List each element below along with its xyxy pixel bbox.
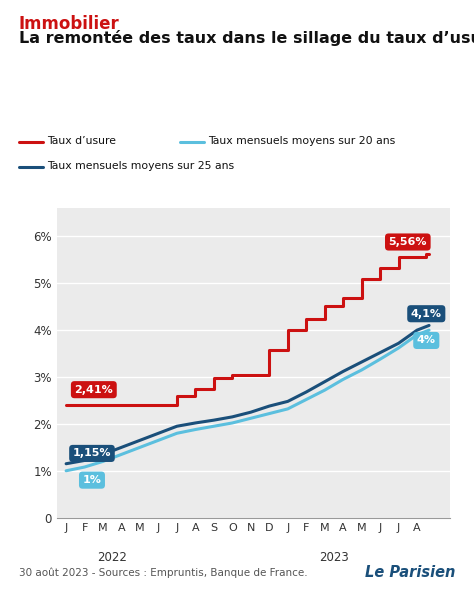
Text: Taux d’usure: Taux d’usure	[47, 136, 117, 146]
Text: 2022: 2022	[97, 552, 127, 565]
Text: Taux mensuels moyens sur 20 ans: Taux mensuels moyens sur 20 ans	[209, 136, 396, 146]
Text: Immobilier: Immobilier	[19, 15, 120, 33]
Text: 4%: 4%	[417, 336, 436, 346]
Text: La remontée des taux dans le sillage du taux d’usure: La remontée des taux dans le sillage du …	[19, 30, 474, 46]
Text: Le Parisien: Le Parisien	[365, 565, 455, 580]
Text: Taux mensuels moyens sur 25 ans: Taux mensuels moyens sur 25 ans	[47, 161, 235, 171]
Text: 1,15%: 1,15%	[73, 449, 111, 458]
Text: 5,56%: 5,56%	[389, 237, 427, 247]
Text: 4,1%: 4,1%	[411, 309, 442, 319]
Text: 2,41%: 2,41%	[74, 385, 113, 394]
Text: 2023: 2023	[319, 552, 349, 565]
Text: 1%: 1%	[82, 475, 101, 485]
Text: 30 août 2023 - Sources : Empruntis, Banque de France.: 30 août 2023 - Sources : Empruntis, Banq…	[19, 568, 308, 578]
